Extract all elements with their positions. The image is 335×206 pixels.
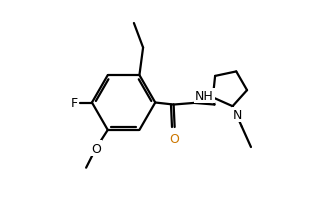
Text: O: O — [91, 142, 101, 155]
Text: O: O — [170, 132, 180, 145]
Text: N: N — [233, 109, 243, 122]
Text: F: F — [71, 97, 78, 109]
Text: NH: NH — [195, 89, 214, 102]
